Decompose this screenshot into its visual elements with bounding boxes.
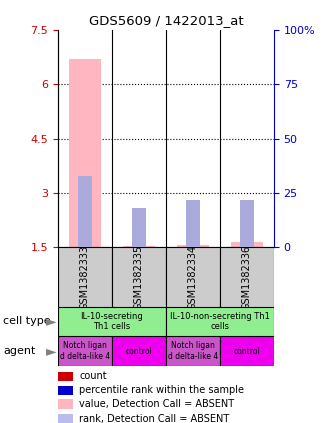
Text: Notch ligan
d delta-like 4: Notch ligan d delta-like 4 bbox=[60, 341, 110, 361]
Bar bbox=[240, 200, 254, 247]
Bar bbox=[58, 386, 73, 395]
Bar bbox=[186, 200, 200, 247]
Text: rank, Detection Call = ABSENT: rank, Detection Call = ABSENT bbox=[80, 414, 230, 423]
Bar bbox=[123, 246, 155, 247]
Text: Notch ligan
d delta-like 4: Notch ligan d delta-like 4 bbox=[168, 341, 218, 361]
FancyBboxPatch shape bbox=[166, 307, 274, 336]
Text: GSM1382334: GSM1382334 bbox=[188, 244, 198, 310]
Bar bbox=[78, 176, 91, 247]
Text: ►: ► bbox=[46, 344, 56, 358]
Bar bbox=[177, 244, 209, 247]
Bar bbox=[58, 372, 73, 381]
Title: GDS5609 / 1422013_at: GDS5609 / 1422013_at bbox=[88, 14, 243, 27]
FancyBboxPatch shape bbox=[112, 336, 166, 366]
Text: cell type: cell type bbox=[3, 316, 51, 327]
Text: IL-10-non-secreting Th1
cells: IL-10-non-secreting Th1 cells bbox=[170, 312, 270, 331]
Text: control: control bbox=[234, 346, 260, 356]
Text: count: count bbox=[80, 371, 107, 381]
Text: IL-10-secreting
Th1 cells: IL-10-secreting Th1 cells bbox=[81, 312, 143, 331]
Bar bbox=[58, 399, 73, 409]
FancyBboxPatch shape bbox=[58, 307, 166, 336]
FancyBboxPatch shape bbox=[220, 336, 274, 366]
Text: GSM1382333: GSM1382333 bbox=[80, 244, 90, 310]
FancyBboxPatch shape bbox=[112, 247, 166, 307]
Text: control: control bbox=[125, 346, 152, 356]
FancyBboxPatch shape bbox=[58, 247, 112, 307]
FancyBboxPatch shape bbox=[166, 336, 220, 366]
FancyBboxPatch shape bbox=[220, 247, 274, 307]
Bar bbox=[132, 208, 146, 247]
Text: percentile rank within the sample: percentile rank within the sample bbox=[80, 385, 245, 395]
Text: agent: agent bbox=[3, 346, 36, 356]
Bar bbox=[58, 414, 73, 423]
FancyBboxPatch shape bbox=[166, 247, 220, 307]
Text: ►: ► bbox=[46, 314, 56, 329]
Bar bbox=[69, 59, 101, 247]
Text: value, Detection Call = ABSENT: value, Detection Call = ABSENT bbox=[80, 399, 235, 409]
Text: GSM1382335: GSM1382335 bbox=[134, 244, 144, 310]
Bar bbox=[231, 242, 263, 247]
Text: GSM1382336: GSM1382336 bbox=[242, 244, 252, 310]
FancyBboxPatch shape bbox=[58, 336, 112, 366]
